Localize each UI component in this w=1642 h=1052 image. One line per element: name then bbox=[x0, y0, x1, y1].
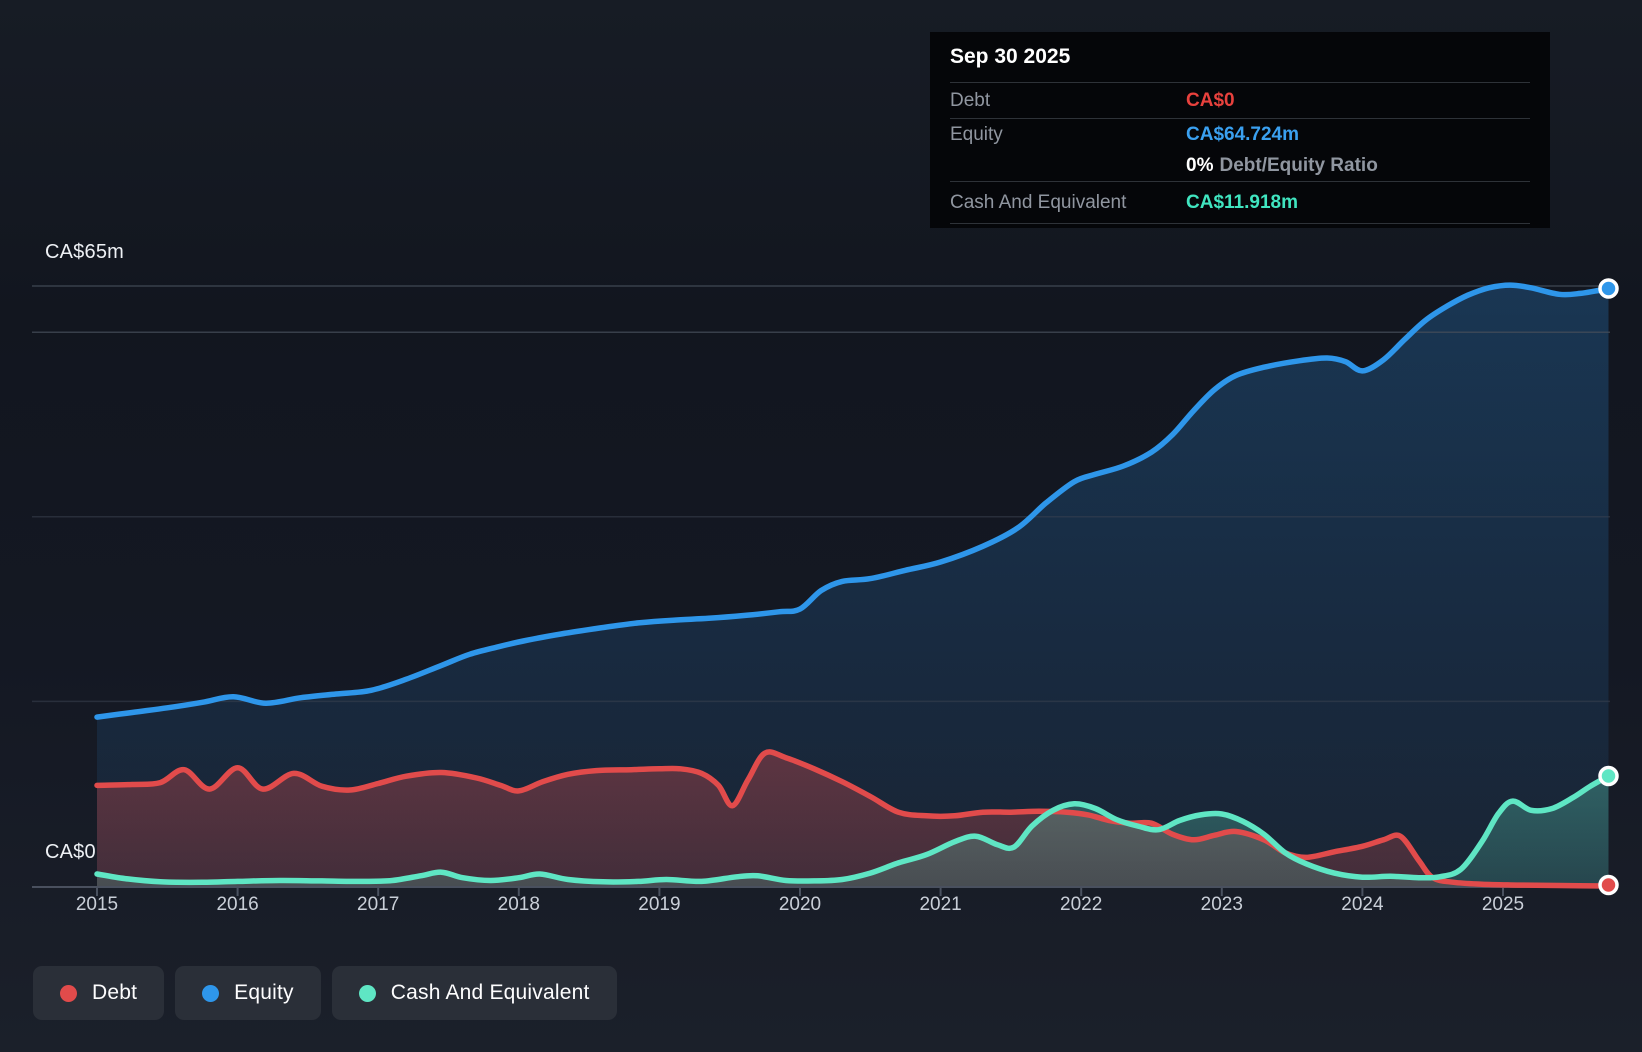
x-axis-label-2024: 2024 bbox=[1341, 894, 1384, 915]
chart-tooltip: Sep 30 2025 Debt CA$0 Equity CA$64.724m … bbox=[930, 32, 1550, 228]
tooltip-debt-value: CA$0 bbox=[1186, 89, 1235, 111]
x-axis-label-2017: 2017 bbox=[357, 894, 400, 915]
tooltip-ratio-label: Debt/Equity Ratio bbox=[1219, 155, 1378, 176]
legend-item-equity[interactable]: Equity bbox=[175, 966, 321, 1020]
equity-line bbox=[94, 282, 1612, 720]
legend-label-cash: Cash And Equivalent bbox=[390, 981, 590, 1004]
cash-and-equivalent-area bbox=[97, 776, 1609, 886]
legend-label-equity: Equity bbox=[234, 981, 294, 1004]
x-axis-label-2021: 2021 bbox=[919, 894, 962, 915]
x-axis-label-2020: 2020 bbox=[778, 894, 822, 915]
x-axis-label-2016: 2016 bbox=[216, 894, 259, 915]
legend: Debt Equity Cash And Equivalent bbox=[33, 966, 617, 1020]
x-axis-label-2023: 2023 bbox=[1200, 894, 1243, 915]
tooltip-cash-label: Cash And Equivalent bbox=[950, 191, 1127, 213]
debt-color-dot bbox=[60, 984, 77, 1002]
x-axis-label-2022: 2022 bbox=[1060, 894, 1103, 915]
x-axis-label-2019: 2019 bbox=[638, 894, 681, 915]
debt-line bbox=[94, 749, 1612, 889]
equity-area bbox=[97, 285, 1609, 887]
debt-end-marker[interactable] bbox=[1598, 874, 1619, 896]
tooltip-debt-label: Debt bbox=[950, 89, 991, 111]
tooltip-equity-label: Equity bbox=[950, 124, 1003, 145]
x-axis-label-2025: 2025 bbox=[1481, 894, 1525, 915]
equity-end-marker[interactable] bbox=[1598, 278, 1619, 299]
tooltip-equity-value: CA$64.724m bbox=[1186, 124, 1300, 145]
tooltip-cash-value: CA$11.918m bbox=[1186, 191, 1298, 213]
cash-and-equivalent-end-marker[interactable] bbox=[1598, 765, 1619, 787]
x-axis-label-2018: 2018 bbox=[497, 894, 540, 915]
equity-color-dot bbox=[202, 984, 220, 1002]
legend-item-cash[interactable]: Cash And Equivalent bbox=[331, 966, 617, 1020]
legend-label-debt: Debt bbox=[92, 981, 138, 1004]
x-axis-label-2015: 2015 bbox=[75, 894, 119, 915]
y-axis-max-label: CA$65m bbox=[45, 241, 125, 263]
y-axis-zero-label: CA$0 bbox=[45, 841, 96, 863]
cash-and-equivalent-line bbox=[94, 773, 1612, 886]
cash-color-dot bbox=[358, 984, 376, 1002]
tooltip-date: Sep 30 2025 bbox=[950, 32, 1530, 83]
legend-item-debt[interactable]: Debt bbox=[33, 966, 165, 1020]
tooltip-ratio-value: 0% bbox=[1186, 155, 1214, 176]
